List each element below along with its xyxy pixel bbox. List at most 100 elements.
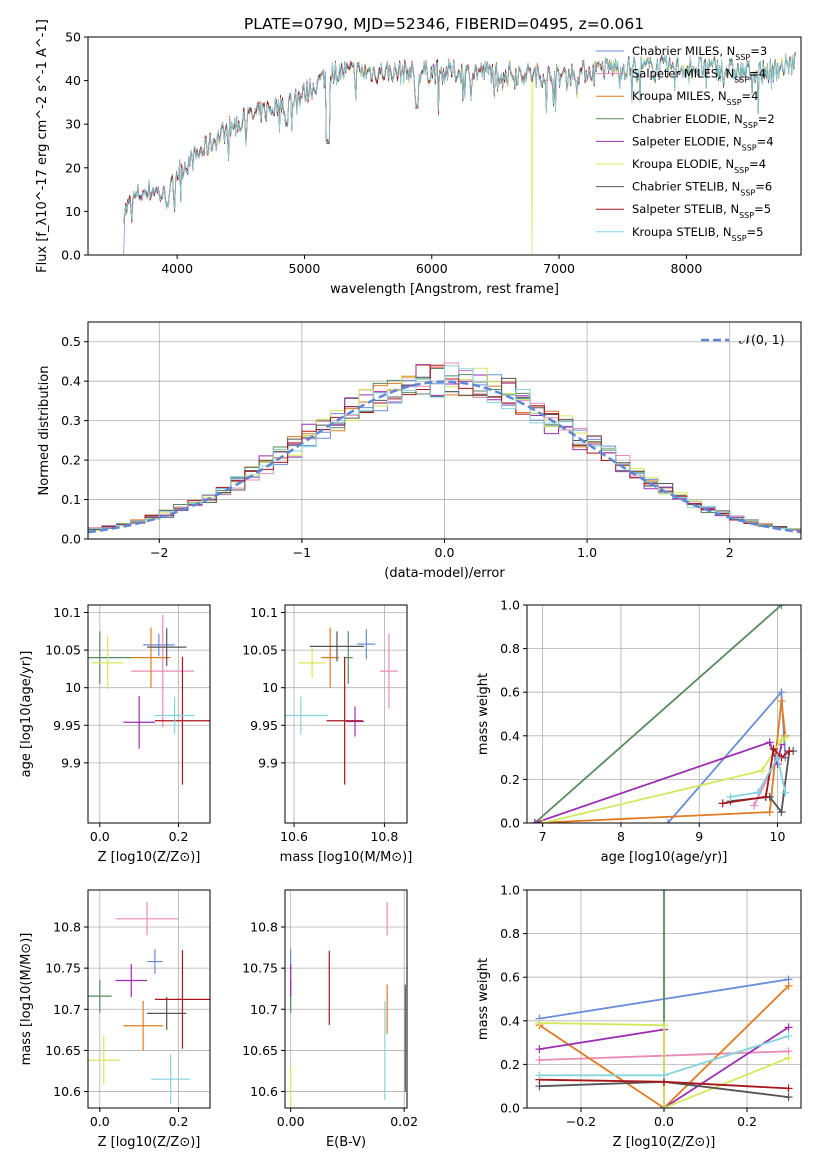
- panel-spectrum: 4000 5000 6000 7000 8000 0.0 10 20 30 40 50 wavelen…: [35, 19, 802, 297]
- x-axis-label: Z [log10(Z/Z⊙)]: [98, 1135, 201, 1150]
- y-tick-label: 10.7: [250, 1002, 278, 1017]
- y-tick-label: 10.1: [250, 605, 278, 620]
- legend-nssp: =3: [750, 44, 767, 58]
- legend-subscript: SSP: [734, 166, 749, 175]
- y-tick-label: 9.9: [258, 755, 278, 770]
- y-tick-label: 10.6: [250, 1084, 278, 1099]
- y-tick-label: 0.0: [61, 248, 81, 263]
- weight-marker: [535, 1071, 544, 1080]
- legend-nssp: =4: [749, 67, 766, 81]
- legend-entry: Chabrier STELIB, NSSP=6: [632, 180, 772, 198]
- y-tick-label: 0.4: [61, 374, 81, 389]
- spectrum-line: [123, 52, 797, 224]
- y-tick-label: 50: [65, 30, 81, 45]
- y-axis-label: Flux [f_λ10^-17 erg cm^-2 s^-1 A^-1]: [35, 19, 50, 273]
- weight-marker: [784, 981, 793, 990]
- axes-frame: [526, 604, 802, 824]
- x-tick-label: 0.0: [90, 829, 110, 844]
- weight-marker: [781, 788, 790, 797]
- weight-marker: [535, 1018, 544, 1027]
- x-tick-label: 0.0: [654, 1114, 674, 1129]
- y-tick-label: 10.8: [250, 920, 278, 935]
- y-tick-label: 0.4: [500, 728, 520, 743]
- weight-marker: [761, 792, 770, 801]
- x-tick-label: 5000: [289, 261, 321, 276]
- y-tick-label: 10.65: [45, 1043, 81, 1058]
- y-axis-label: mass weight: [476, 673, 491, 755]
- x-axis-label: E(B-V): [326, 1135, 366, 1150]
- x-tick-label: 10.8: [370, 829, 398, 844]
- y-tick-label: 40: [65, 73, 81, 88]
- legend-entry: Kroupa ELODIE, NSSP=4: [632, 157, 766, 175]
- x-tick-label: 2: [726, 545, 734, 560]
- x-tick-label: 0.0: [435, 545, 455, 560]
- axes-frame: [284, 604, 408, 824]
- x-axis-label: (data-model)/error: [384, 566, 505, 581]
- x-axis-label: Z [log10(Z/Z⊙)]: [613, 1135, 716, 1150]
- panel-weight-vs-Z: −0.2 0.0 0.2 0.0 0.2 0.4 0.6 0.8 1.0 Z [log10(Z/Z…: [476, 883, 802, 1150]
- y-tick-label: 1.0: [500, 883, 520, 898]
- weight-marker: [777, 808, 786, 817]
- panel-mass-vs-ebv: 0.00 0.02 10.6 10.65 10.7 10.75 10.8 E(B-V): [242, 889, 418, 1150]
- y-tick-label: 10.05: [242, 643, 278, 658]
- y-tick-label: 0.8: [500, 926, 520, 941]
- weight-marker: [785, 747, 794, 756]
- y-tick-label: 9.95: [53, 718, 81, 733]
- x-tick-label: 0.0: [90, 1114, 110, 1129]
- weight-marker: [784, 1053, 793, 1062]
- y-axis-label: mass weight: [476, 958, 491, 1040]
- y-tick-label: 0.1: [61, 492, 81, 507]
- weight-marker: [784, 1023, 793, 1032]
- plot-area-spectrum: [123, 51, 797, 255]
- legend-series-name: Chabrier MILES, N: [632, 44, 735, 58]
- legend-entry: Salpeter MILES, NSSP=4: [632, 67, 766, 85]
- weight-marker: [757, 766, 766, 775]
- histogram-step: [88, 365, 801, 532]
- legend-subscript: SSP: [742, 143, 757, 152]
- legend-nssp: =2: [758, 112, 775, 126]
- legend-subscript: SSP: [734, 75, 749, 84]
- weight-marker: [777, 605, 786, 609]
- axes-frame: [87, 889, 211, 1109]
- y-axis-label: age [log10(age/yr)]: [19, 651, 34, 778]
- legend-entry: Chabrier MILES, NSSP=3: [632, 44, 767, 62]
- weight-marker: [784, 1093, 793, 1102]
- weight-line: [542, 737, 786, 823]
- legend-series-name: Chabrier ELODIE, N: [632, 112, 743, 126]
- axes-frame: [87, 36, 802, 256]
- x-tick-label: 10: [770, 829, 786, 844]
- weight-marker: [660, 1021, 668, 1030]
- weight-marker: [726, 792, 735, 801]
- y-tick-label: 0.5: [61, 334, 81, 349]
- weight-line: [730, 755, 787, 798]
- weight-marker: [769, 744, 778, 753]
- legend-entry: 𝒩(0, 1): [739, 332, 785, 347]
- x-tick-label: 10.6: [280, 829, 308, 844]
- y-tick-label: 10.75: [45, 961, 81, 976]
- y-tick-label: 0.0: [500, 816, 520, 831]
- legend-entry: Salpeter ELODIE, NSSP=4: [632, 134, 774, 152]
- legend-entry: Chabrier ELODIE, NSSP=2: [632, 112, 775, 130]
- legend-series-name: Chabrier STELIB, N: [632, 180, 740, 194]
- legend-nssp: =4: [742, 89, 759, 103]
- x-tick-label: 0.2: [737, 1114, 757, 1129]
- x-tick-label: 7: [539, 829, 547, 844]
- y-tick-label: 0.4: [500, 1013, 520, 1028]
- weight-line: [534, 605, 782, 823]
- x-tick-label: 8000: [671, 261, 703, 276]
- plot-area-weight-vs-Z: [535, 890, 793, 1108]
- panel-age-vs-Z: 0.0 0.2 9.9 9.95 10 10.05 10.1 Z [log10(Z/Z⊙)] a…: [19, 604, 211, 865]
- legend-subscript: SSP: [743, 120, 758, 129]
- weight-marker: [781, 733, 790, 742]
- y-tick-label: 10.1: [53, 605, 81, 620]
- legend-nssp: =4: [749, 157, 766, 171]
- y-tick-label: 10: [65, 680, 81, 695]
- y-tick-label: 1.0: [500, 598, 520, 613]
- weight-marker: [765, 808, 774, 817]
- plot-area-mass-vs-ebv: [290, 902, 406, 1108]
- legend-entry: Kroupa MILES, NSSP=4: [632, 89, 758, 107]
- weight-marker: [777, 688, 786, 697]
- legend-subscript: SSP: [740, 188, 755, 197]
- x-tick-label: 0.00: [277, 1114, 305, 1129]
